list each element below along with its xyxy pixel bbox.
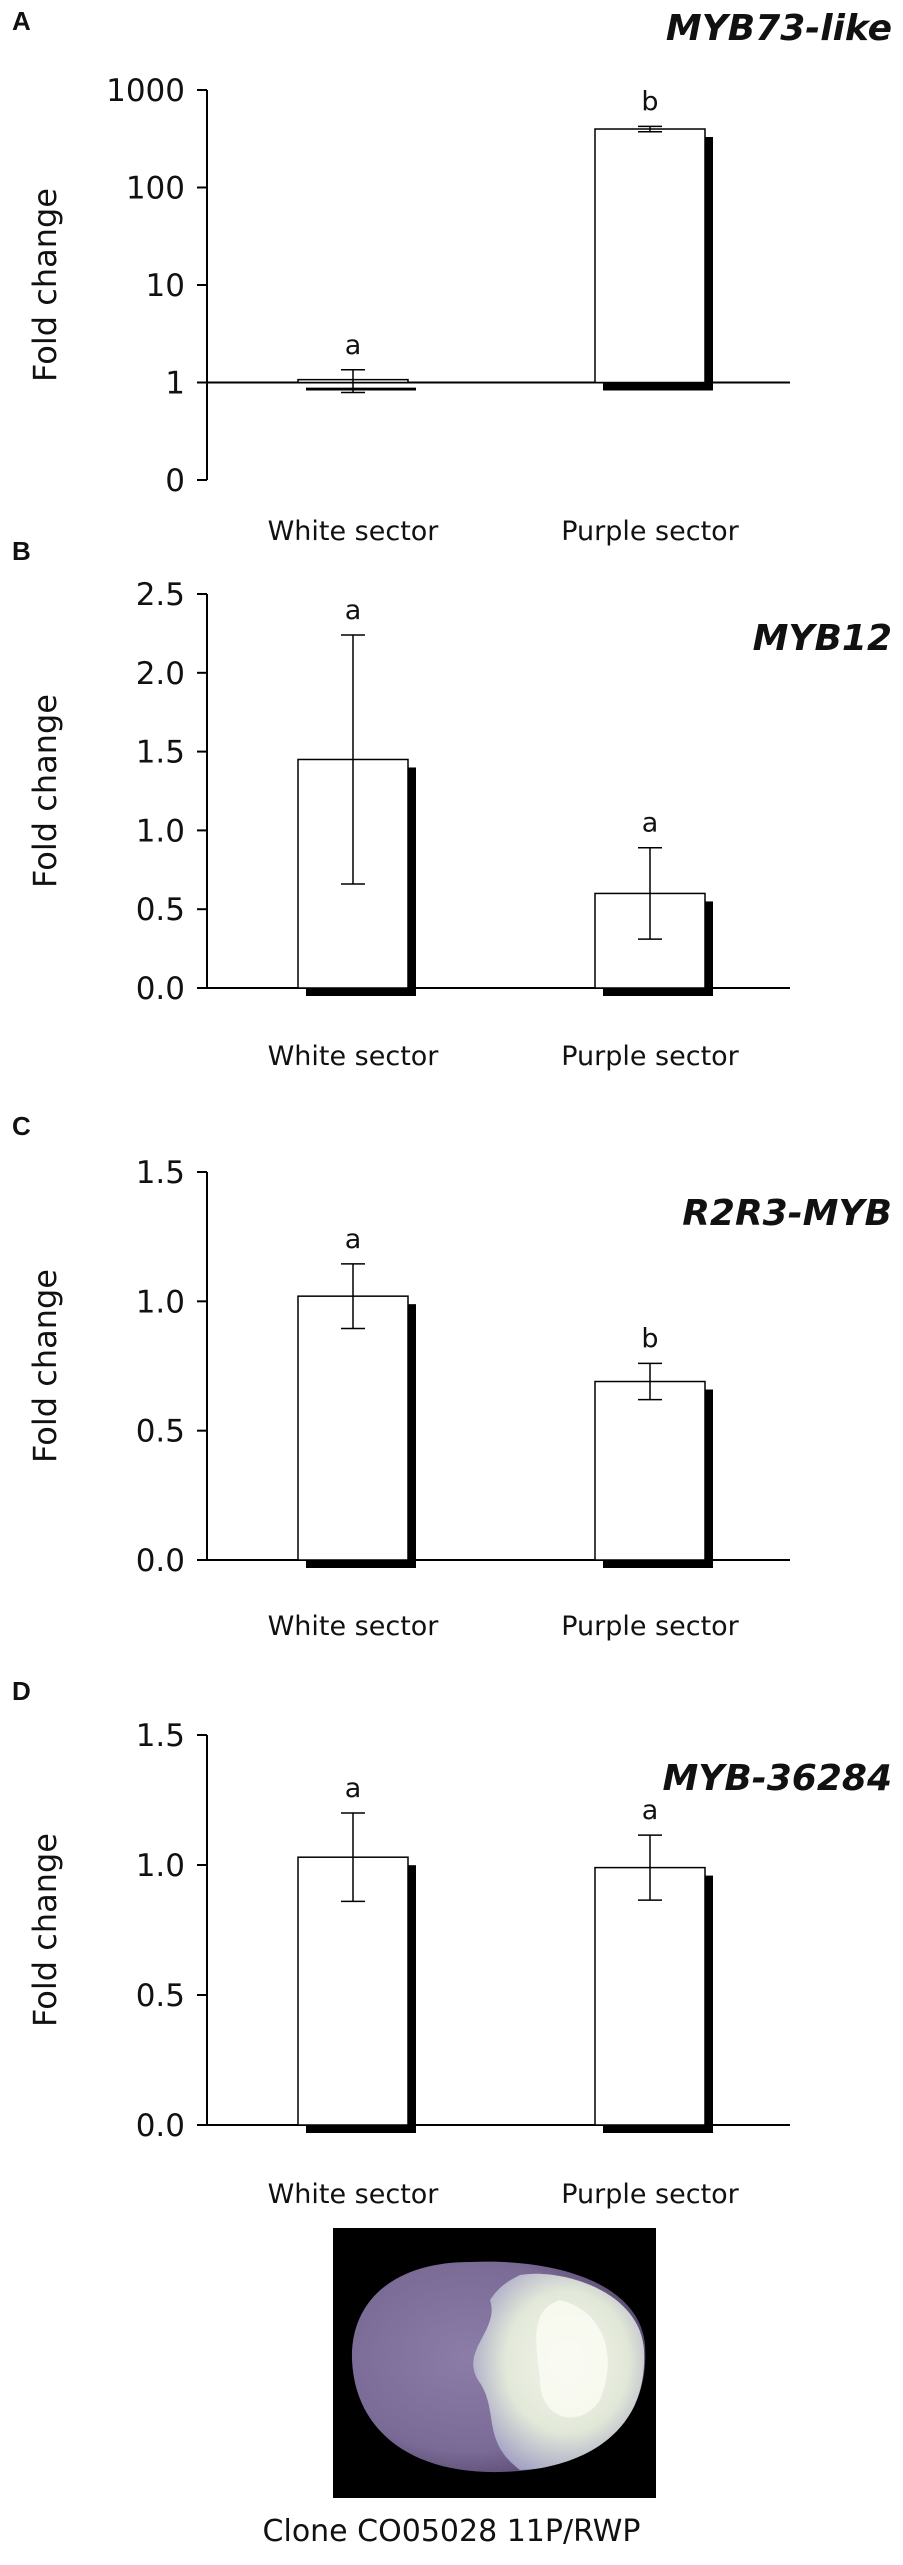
y-tick-label: 0.0 [136,2108,185,2144]
significance-letter: a [642,808,659,839]
y-tick-label: 0.5 [136,1978,185,2014]
y-axis-label: Fold change [26,694,64,888]
y-axis-label: Fold change [26,188,64,382]
y-tick-label: 1 [165,366,185,402]
y-tick-label: 10 [146,268,185,304]
chart-title: MYB73-like [666,8,892,49]
y-axis-label: Fold change [26,1833,64,2027]
significance-letter: b [641,86,658,117]
y-tick-label: 0.5 [136,892,185,928]
significance-letter: a [345,1224,362,1255]
significance-letter: a [642,1795,659,1826]
panel-label: D [12,1676,31,1706]
y-tick-label: 0.0 [136,971,185,1007]
x-tick-label: White sector [268,2179,440,2210]
significance-letter: a [345,330,362,361]
bar [594,1380,706,1561]
potato-highlight [536,2300,608,2418]
y-tick-label: 1000 [106,73,185,109]
x-tick-label: Purple sector [561,516,739,547]
figure: A MYB73-like Fold change 0 1 10 100 1000 a White … [12,6,892,2498]
y-tick-label: 2.5 [136,577,185,613]
x-tick-label: Purple sector [561,1041,739,1072]
y-tick-label: 100 [126,171,185,207]
y-tick-label: 0 [165,463,185,499]
chart-title: MYB-36284 [662,1758,892,1799]
panel-label: A [12,6,31,36]
chart-title: MYB12 [753,618,892,659]
panel-label: B [12,536,31,566]
y-tick-label: 2.0 [136,656,185,692]
y-tick-label: 1.0 [136,1284,185,1320]
y-tick-label: 1.0 [136,813,185,849]
significance-letter: b [641,1323,658,1354]
x-tick-label: White sector [268,1611,440,1642]
y-tick-label: 1.5 [136,1718,185,1754]
x-tick-label: Purple sector [561,1611,739,1642]
y-tick-label: 0.5 [136,1414,185,1450]
bar [594,128,706,384]
bar [297,1295,409,1561]
significance-letter: a [345,595,362,626]
significance-letter: a [345,1773,362,1804]
bar [594,1866,706,2126]
x-tick-label: White sector [268,1041,440,1072]
bar-shadow [306,387,416,391]
y-axis-label: Fold change [26,1269,64,1463]
y-tick-label: 1.5 [136,1155,185,1191]
x-tick-label: White sector [268,516,440,547]
y-tick-label: 1.5 [136,735,185,771]
photo-caption: Clone CO05028 11P/RWP [262,2514,641,2549]
chart-title: R2R3-MYB [682,1193,892,1234]
y-tick-label: 1.0 [136,1848,185,1884]
x-tick-label: Purple sector [561,2179,739,2210]
panel-label: C [12,1111,31,1141]
y-tick-label: 0.0 [136,1543,185,1579]
